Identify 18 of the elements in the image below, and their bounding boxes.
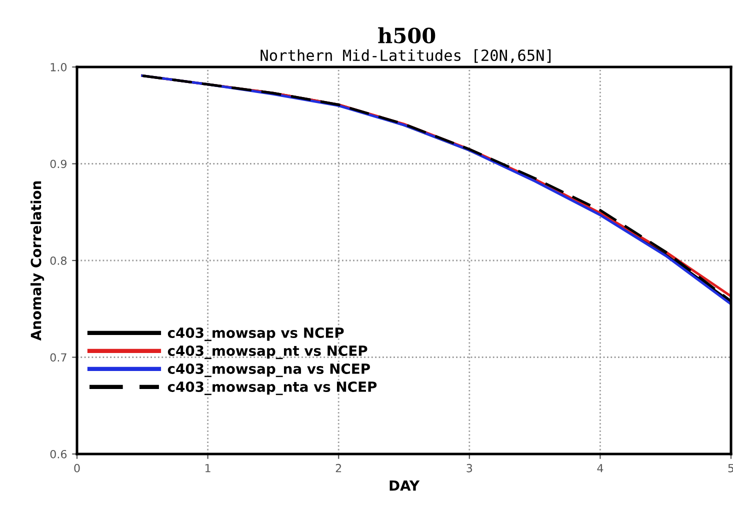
y-tick-label: 0.7 <box>50 353 66 362</box>
chart-title: h500 <box>378 27 436 44</box>
x-tick-label: 3 <box>466 464 472 472</box>
x-axis-title: DAY <box>390 480 420 491</box>
legend-label: c403_mowsap vs NCEP <box>168 327 344 342</box>
legend-label: c403_mowsap_na vs NCEP <box>168 363 370 378</box>
y-tick-label: 1.0 <box>50 62 67 72</box>
legend-label: c403_mowsap_nt vs NCEP <box>168 345 368 360</box>
legend-label: c403_mowsap_nta vs NCEP <box>168 381 377 396</box>
y-tick-label: 0.8 <box>50 256 67 265</box>
y-tick-label: 0.9 <box>50 160 66 168</box>
x-tick-label: 0 <box>74 464 80 472</box>
x-tick-label: 1 <box>205 464 210 472</box>
y-axis-title: Anomaly Correlation <box>30 181 44 341</box>
x-tick-label: 4 <box>597 464 604 472</box>
y-tick-label: 0.6 <box>50 450 67 458</box>
x-tick-label: 2 <box>336 464 342 472</box>
chart-subtitle: Northern Mid-Latitudes [20N,65N] <box>260 49 551 63</box>
